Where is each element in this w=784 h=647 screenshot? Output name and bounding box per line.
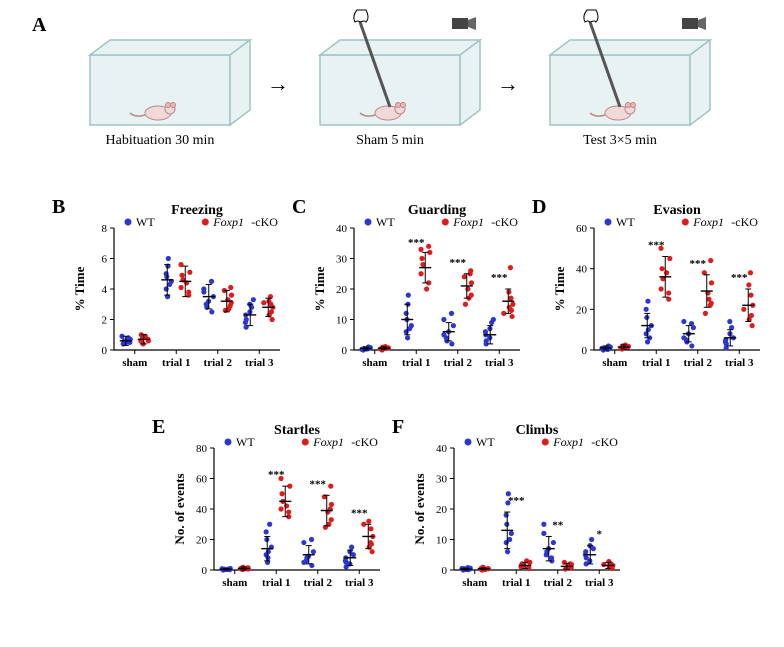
arrow-icon: → — [497, 71, 519, 97]
svg-text:-cKO: -cKO — [591, 435, 618, 449]
chart-E: 020406080shamtrial 1trial 2trial 3Startl… — [170, 420, 390, 600]
svg-text:10: 10 — [436, 535, 448, 547]
svg-text:Foxp1: Foxp1 — [552, 435, 584, 449]
svg-text:***: *** — [351, 507, 368, 519]
svg-text:trial 3: trial 3 — [485, 357, 514, 369]
svg-text:trial 1: trial 1 — [162, 357, 190, 369]
svg-text:sham: sham — [362, 357, 387, 369]
svg-text:WT: WT — [136, 215, 155, 229]
svg-text:Foxp1: Foxp1 — [692, 215, 724, 229]
svg-text:***: *** — [648, 239, 665, 251]
svg-text:***: *** — [268, 469, 285, 481]
svg-text:80: 80 — [196, 443, 208, 455]
svg-text:trial 2: trial 2 — [684, 357, 713, 369]
svg-text:0: 0 — [582, 345, 588, 357]
chart-B: 02468shamtrial 1trial 2trial 3Freezing% … — [70, 200, 290, 380]
svg-text:***: *** — [491, 272, 508, 284]
svg-text:% Time: % Time — [72, 266, 87, 311]
svg-text:WT: WT — [616, 215, 635, 229]
svg-text:trial 2: trial 2 — [444, 357, 473, 369]
panel-E-label: E — [152, 416, 165, 439]
svg-text:60: 60 — [196, 474, 208, 486]
svg-text:20: 20 — [576, 304, 588, 316]
svg-text:% Time: % Time — [552, 266, 567, 311]
svg-text:% Time: % Time — [312, 266, 327, 311]
svg-text:***: *** — [408, 237, 425, 249]
svg-text:10: 10 — [336, 315, 348, 327]
svg-text:0: 0 — [442, 565, 448, 577]
svg-text:trial 1: trial 1 — [262, 577, 290, 589]
svg-text:-cKO: -cKO — [251, 215, 278, 229]
svg-text:***: *** — [450, 257, 467, 269]
svg-text:20: 20 — [436, 504, 448, 516]
svg-text:trial 2: trial 2 — [544, 577, 573, 589]
stage-label-1: Sham 5 min — [320, 133, 460, 149]
svg-text:trial 3: trial 3 — [245, 357, 274, 369]
svg-text:**: ** — [552, 519, 564, 531]
svg-text:-cKO: -cKO — [731, 215, 758, 229]
svg-text:trial 1: trial 1 — [642, 357, 670, 369]
chart-C: 010203040shamtrial 1trial 2trial 3Guardi… — [310, 200, 530, 380]
svg-text:0: 0 — [202, 565, 208, 577]
svg-text:30: 30 — [436, 474, 448, 486]
svg-text:sham: sham — [462, 577, 487, 589]
svg-text:Foxp1: Foxp1 — [312, 435, 344, 449]
svg-text:trial 2: trial 2 — [304, 577, 333, 589]
svg-text:20: 20 — [336, 284, 348, 296]
svg-text:4: 4 — [102, 284, 108, 296]
svg-text:trial 2: trial 2 — [204, 357, 233, 369]
svg-text:0: 0 — [102, 345, 108, 357]
svg-text:-cKO: -cKO — [491, 215, 518, 229]
svg-text:trial 1: trial 1 — [402, 357, 430, 369]
svg-text:sham: sham — [222, 577, 247, 589]
svg-text:6: 6 — [102, 254, 108, 266]
svg-text:trial 1: trial 1 — [502, 577, 530, 589]
svg-text:40: 40 — [336, 223, 348, 235]
panel-F-label: F — [392, 416, 404, 439]
svg-text:trial 3: trial 3 — [725, 357, 754, 369]
chart-F: 010203040shamtrial 1trial 2trial 3Climbs… — [410, 420, 630, 600]
svg-text:***: *** — [310, 478, 327, 490]
svg-text:-cKO: -cKO — [351, 435, 378, 449]
svg-text:sham: sham — [602, 357, 627, 369]
svg-text:40: 40 — [436, 443, 448, 455]
arrow-icon: → — [267, 71, 289, 97]
svg-text:0: 0 — [342, 345, 348, 357]
stage-label-0: Habituation 30 min — [90, 133, 230, 149]
svg-text:30: 30 — [336, 254, 348, 266]
svg-text:WT: WT — [236, 435, 255, 449]
svg-text:***: *** — [508, 495, 525, 507]
panel-B-label: B — [52, 196, 65, 219]
svg-text:WT: WT — [476, 435, 495, 449]
svg-text:***: *** — [690, 258, 707, 270]
svg-text:WT: WT — [376, 215, 395, 229]
svg-text:8: 8 — [102, 223, 108, 235]
panel-C-label: C — [292, 196, 306, 219]
svg-text:sham: sham — [122, 357, 147, 369]
panel-a: A Habituation 30 min→ — [60, 20, 720, 170]
svg-text:No. of events: No. of events — [172, 473, 187, 544]
panel-a-label: A — [32, 14, 46, 37]
svg-text:40: 40 — [576, 264, 588, 276]
svg-text:Foxp1: Foxp1 — [452, 215, 484, 229]
svg-text:trial 3: trial 3 — [585, 577, 614, 589]
svg-text:trial 3: trial 3 — [345, 577, 374, 589]
svg-text:No. of events: No. of events — [412, 473, 427, 544]
svg-text:Foxp1: Foxp1 — [212, 215, 244, 229]
svg-text:*: * — [597, 529, 603, 541]
svg-text:40: 40 — [196, 504, 208, 516]
stage-label-2: Test 3×5 min — [550, 133, 690, 149]
svg-text:2: 2 — [102, 315, 108, 327]
svg-text:20: 20 — [196, 535, 208, 547]
svg-text:***: *** — [731, 272, 748, 284]
panel-D-label: D — [532, 196, 546, 219]
chart-D: 0204060shamtrial 1trial 2trial 3Evasion%… — [550, 200, 770, 380]
svg-text:60: 60 — [576, 223, 588, 235]
